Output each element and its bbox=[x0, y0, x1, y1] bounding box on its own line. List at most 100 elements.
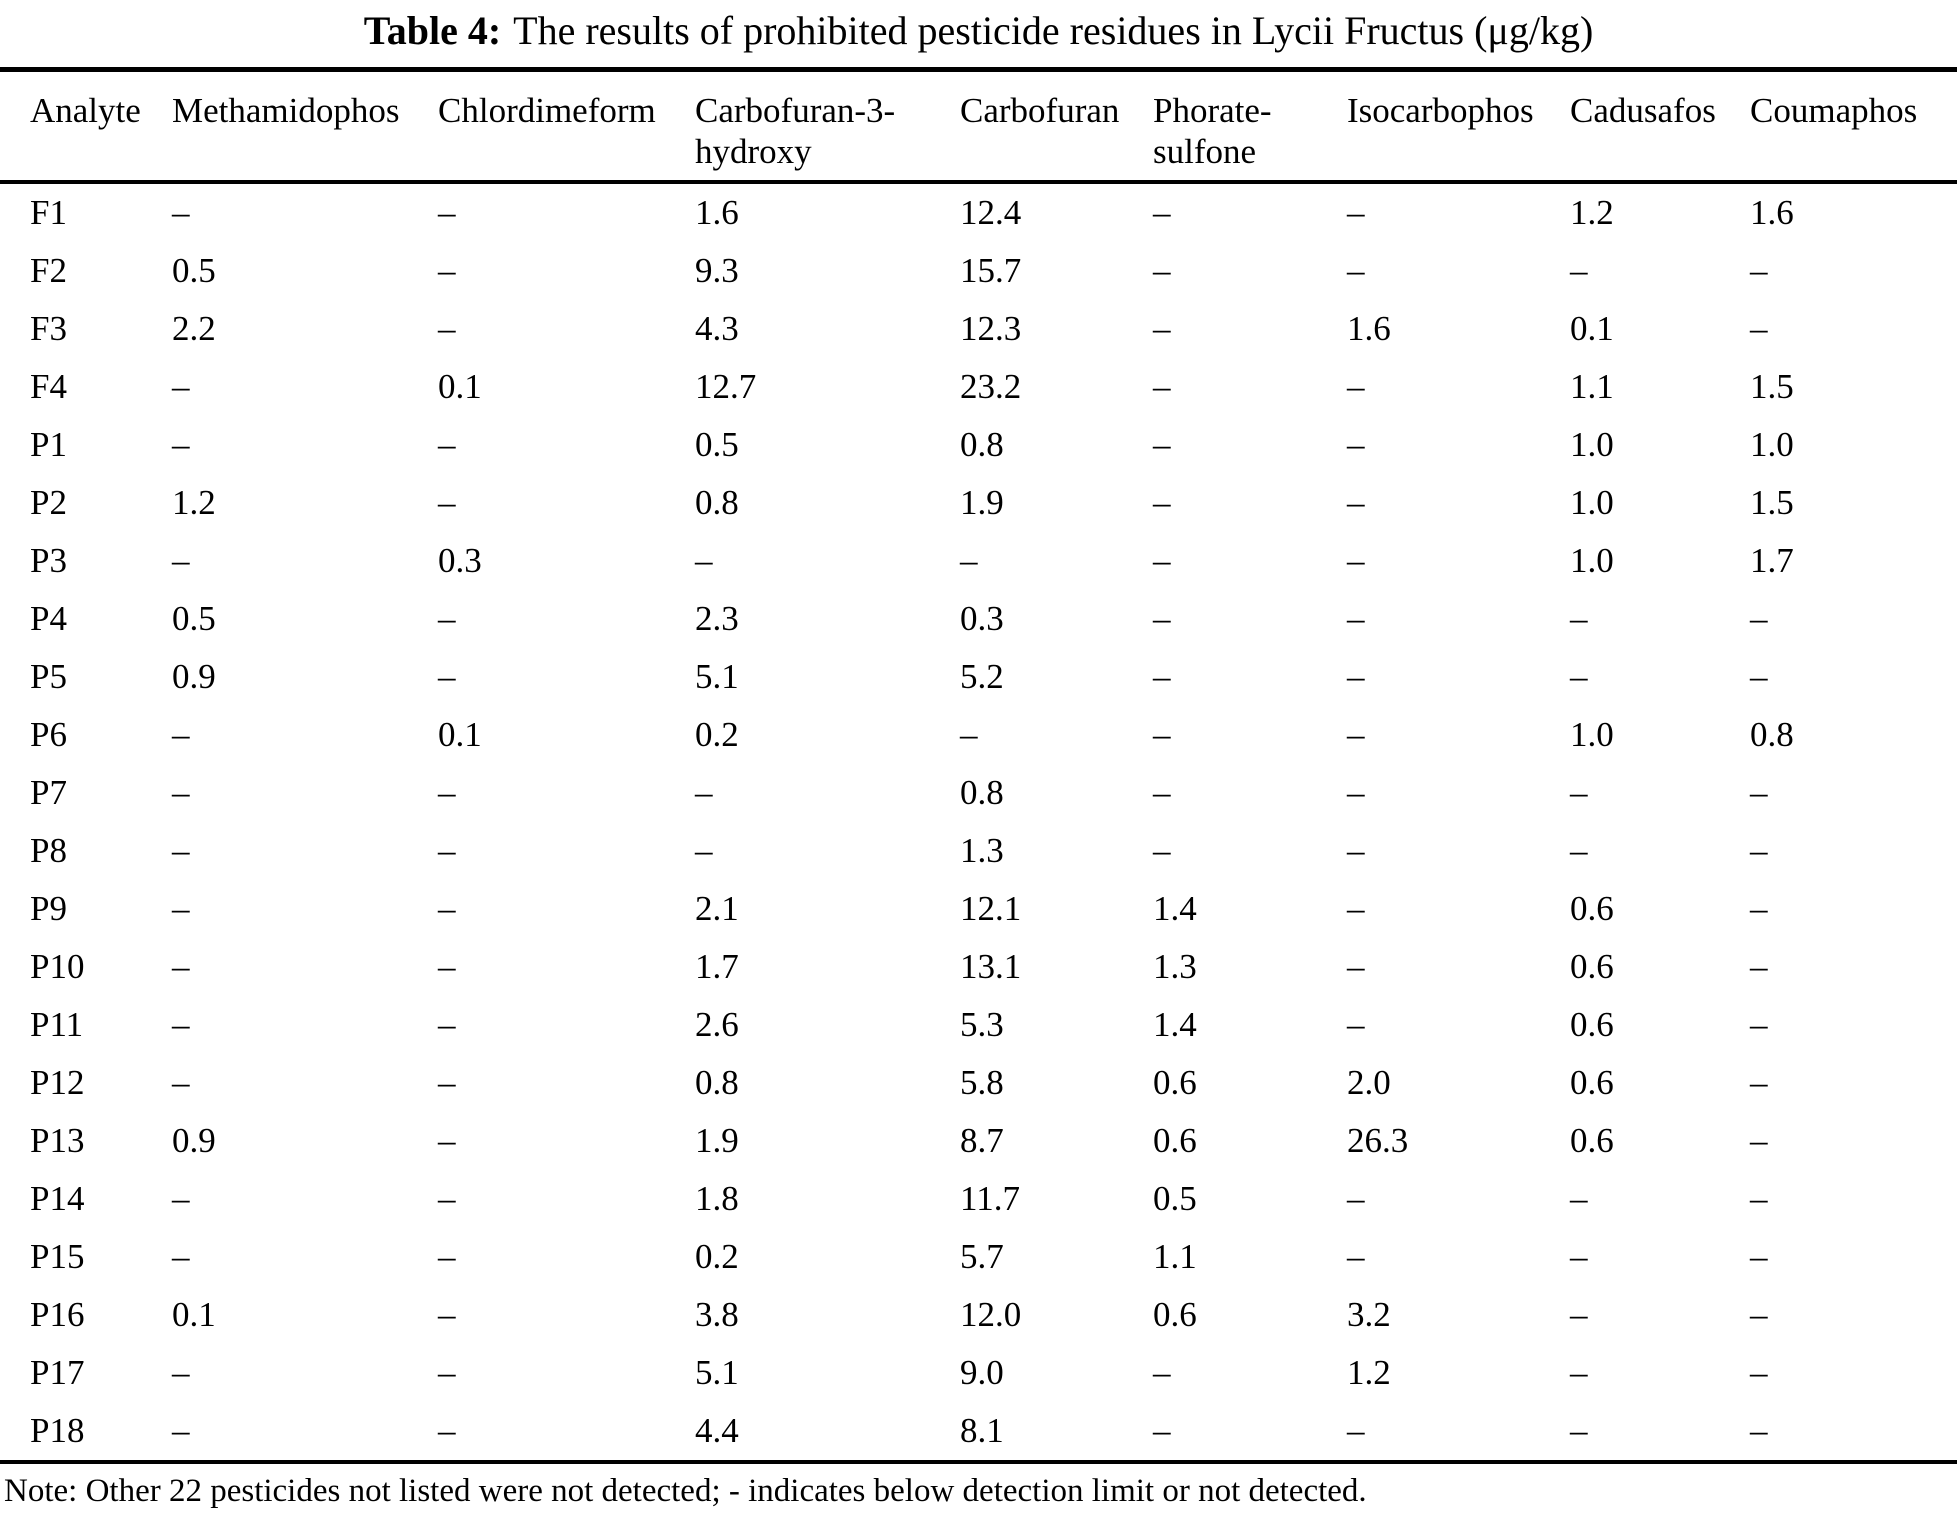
value-cell: – bbox=[960, 715, 978, 754]
value-cell: 5.1 bbox=[695, 1353, 739, 1392]
table-row: P2 1.2 – 0.8 1.9 – – 1.0 1.5 bbox=[0, 474, 1957, 532]
value-cell: 1.1 bbox=[1153, 1237, 1197, 1276]
table-row: P1 – – 0.5 0.8 – – 1.0 1.0 bbox=[0, 416, 1957, 474]
value-cell: 0.1 bbox=[438, 367, 482, 406]
value-cell: – bbox=[1750, 599, 1768, 638]
value-cell: 5.7 bbox=[960, 1237, 1004, 1276]
value-cell: – bbox=[1570, 657, 1588, 696]
value-cell: 1.1 bbox=[1570, 367, 1614, 406]
value-cell: 1.5 bbox=[1750, 483, 1794, 522]
value-cell: – bbox=[1347, 1411, 1365, 1450]
value-cell: 2.0 bbox=[1347, 1063, 1391, 1102]
value-cell: 4.4 bbox=[695, 1411, 739, 1450]
value-cell: 12.4 bbox=[960, 193, 1022, 232]
analyte-cell: P6 bbox=[30, 715, 67, 754]
value-cell: 1.4 bbox=[1153, 1005, 1197, 1044]
value-cell: – bbox=[1750, 1237, 1768, 1276]
value-cell: – bbox=[1347, 1179, 1365, 1218]
value-cell: – bbox=[438, 1063, 456, 1102]
analyte-cell: P10 bbox=[30, 947, 85, 986]
value-cell: – bbox=[1347, 831, 1365, 870]
value-cell: 0.1 bbox=[172, 1295, 216, 1334]
value-cell: – bbox=[172, 1005, 190, 1044]
value-cell: 1.9 bbox=[960, 483, 1004, 522]
table-row: P7 – – – 0.8 – – – – bbox=[0, 764, 1957, 822]
value-cell: – bbox=[1750, 889, 1768, 928]
value-cell: – bbox=[1153, 309, 1171, 348]
value-cell: – bbox=[1347, 483, 1365, 522]
value-cell: – bbox=[172, 831, 190, 870]
value-cell: – bbox=[1153, 773, 1171, 812]
table-row: F4 – 0.1 12.7 23.2 – – 1.1 1.5 bbox=[0, 358, 1957, 416]
table-row: P3 – 0.3 – – – – 1.0 1.7 bbox=[0, 532, 1957, 590]
value-cell: 1.6 bbox=[1750, 193, 1794, 232]
value-cell: – bbox=[438, 193, 456, 232]
analyte-cell: P15 bbox=[30, 1237, 85, 1276]
value-cell: 12.1 bbox=[960, 889, 1022, 928]
value-cell: 0.6 bbox=[1570, 889, 1614, 928]
value-cell: 5.1 bbox=[695, 657, 739, 696]
value-cell: – bbox=[695, 831, 713, 870]
value-cell: 1.3 bbox=[960, 831, 1004, 870]
value-cell: – bbox=[1570, 1411, 1588, 1450]
analyte-cell: P2 bbox=[30, 483, 67, 522]
value-cell: 5.2 bbox=[960, 657, 1004, 696]
value-cell: – bbox=[172, 193, 190, 232]
table-row: P16 0.1 – 3.8 12.0 0.6 3.2 – – bbox=[0, 1286, 1957, 1344]
table-title-text: The results of prohibited pesticide resi… bbox=[513, 8, 1594, 53]
value-cell: – bbox=[438, 947, 456, 986]
analyte-cell: P7 bbox=[30, 773, 67, 812]
value-cell: 3.2 bbox=[1347, 1295, 1391, 1334]
value-cell: – bbox=[1570, 1237, 1588, 1276]
value-cell: 1.6 bbox=[695, 193, 739, 232]
analyte-cell: P3 bbox=[30, 541, 67, 580]
value-cell: 3.8 bbox=[695, 1295, 739, 1334]
table-row: F3 2.2 – 4.3 12.3 – 1.6 0.1 – bbox=[0, 300, 1957, 358]
analyte-cell: F2 bbox=[30, 251, 67, 290]
value-cell: 0.5 bbox=[1153, 1179, 1197, 1218]
value-cell: – bbox=[1750, 1063, 1768, 1102]
value-cell: – bbox=[1347, 947, 1365, 986]
value-cell: – bbox=[1750, 251, 1768, 290]
analyte-cell: P18 bbox=[30, 1411, 85, 1450]
value-cell: – bbox=[1153, 483, 1171, 522]
value-cell: 1.5 bbox=[1750, 367, 1794, 406]
value-cell: 0.3 bbox=[960, 599, 1004, 638]
value-cell: 9.3 bbox=[695, 251, 739, 290]
value-cell: 1.7 bbox=[695, 947, 739, 986]
value-cell: 0.1 bbox=[1570, 309, 1614, 348]
value-cell: – bbox=[695, 773, 713, 812]
value-cell: – bbox=[172, 541, 190, 580]
value-cell: 1.8 bbox=[695, 1179, 739, 1218]
analyte-cell: P14 bbox=[30, 1179, 85, 1218]
value-cell: – bbox=[1570, 773, 1588, 812]
value-cell: – bbox=[438, 657, 456, 696]
value-cell: 0.6 bbox=[1153, 1121, 1197, 1160]
column-header-line: Cadusafos bbox=[1570, 91, 1716, 130]
value-cell: – bbox=[172, 1063, 190, 1102]
value-cell: – bbox=[438, 1295, 456, 1334]
value-cell: – bbox=[172, 1237, 190, 1276]
value-cell: – bbox=[172, 1179, 190, 1218]
value-cell: – bbox=[1750, 831, 1768, 870]
value-cell: – bbox=[1153, 1411, 1171, 1450]
table-row: P15 – – 0.2 5.7 1.1 – – – bbox=[0, 1228, 1957, 1286]
value-cell: 12.7 bbox=[695, 367, 757, 406]
value-cell: – bbox=[1347, 367, 1365, 406]
value-cell: 1.7 bbox=[1750, 541, 1794, 580]
column-header-chlordimeform: Chlordimeform bbox=[438, 70, 695, 183]
value-cell: 9.0 bbox=[960, 1353, 1004, 1392]
value-cell: – bbox=[1750, 1005, 1768, 1044]
value-cell: – bbox=[1347, 773, 1365, 812]
value-cell: 0.6 bbox=[1153, 1063, 1197, 1102]
table-row: F2 0.5 – 9.3 15.7 – – – – bbox=[0, 242, 1957, 300]
column-header-isocarbophos: Isocarbophos bbox=[1347, 70, 1570, 183]
value-cell: 23.2 bbox=[960, 367, 1022, 406]
value-cell: – bbox=[438, 251, 456, 290]
value-cell: – bbox=[1153, 831, 1171, 870]
column-header-methamidophos: Methamidophos bbox=[172, 70, 438, 183]
value-cell: 1.0 bbox=[1570, 425, 1614, 464]
value-cell: 13.1 bbox=[960, 947, 1022, 986]
table-row: P18 – – 4.4 8.1 – – – – bbox=[0, 1402, 1957, 1462]
value-cell: 0.6 bbox=[1570, 1121, 1614, 1160]
